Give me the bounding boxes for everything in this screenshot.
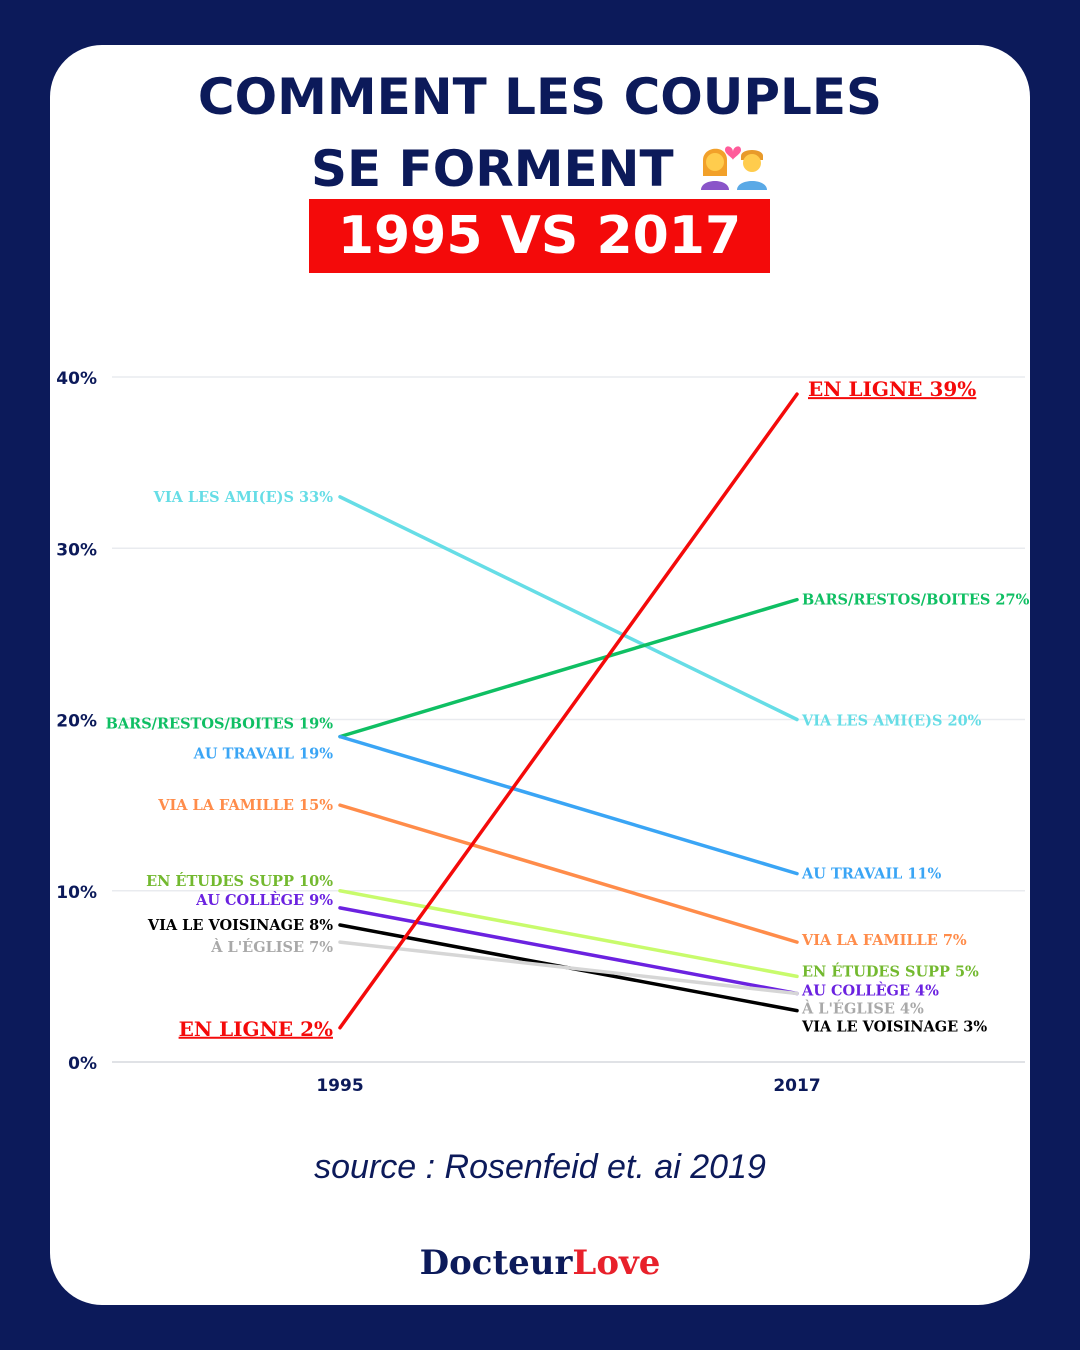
series-line-en-etudes-supp — [338, 889, 799, 979]
series-line-via-la-famille — [338, 803, 799, 944]
data-label-1995-via-le-voisinage: VIA LE VOISINAGE 8% — [147, 917, 333, 934]
source-note: source : Rosenfeid et. ai 2019 — [314, 1148, 766, 1186]
brand-logo: DocteurLove — [0, 1243, 1080, 1283]
data-label-1995-bars-restos-boites: BARS/RESTOS/BOITES 19% — [106, 716, 334, 733]
data-label-1995-au-travail: AU TRAVAIL 19% — [193, 746, 334, 763]
brand-part-1: Docteur — [419, 1243, 573, 1283]
x-tick-label: 2017 — [773, 1076, 820, 1096]
couple-with-heart-emoji — [701, 146, 768, 190]
series-line-bars-restos-boites — [338, 597, 799, 739]
data-label-2017-bars-restos-boites: BARS/RESTOS/BOITES 27% — [802, 592, 1030, 609]
data-label-1995-en-etudes-supp: EN ÉTUDES SUPP 10% — [146, 872, 333, 890]
y-tick-label: 10% — [56, 883, 97, 903]
x-tick-label: 1995 — [316, 1076, 363, 1096]
data-label-1995-en-ligne: EN LIGNE 2% — [179, 1017, 333, 1041]
y-tick-label: 30% — [56, 540, 97, 560]
data-label-2017-via-la-famille: VIA LA FAMILLE 7% — [801, 932, 967, 949]
brand-part-2: Love — [572, 1243, 661, 1283]
y-tick-label: 0% — [68, 1054, 97, 1074]
series-line-en-ligne — [338, 392, 799, 1030]
data-label-1995-via-la-famille: VIA LA FAMILLE 15% — [157, 797, 333, 814]
data-label-2017-en-etudes-supp: EN ÉTUDES SUPP 5% — [802, 962, 979, 980]
title-line-2-wrap: SE FORMENT — [0, 138, 1080, 198]
data-label-2017-en-ligne: EN LIGNE 39% — [808, 377, 976, 401]
years-badge: 1995 VS 2017 — [309, 199, 770, 273]
data-label-2017-via-le-voisinage: VIA LE VOISINAGE 3% — [801, 1019, 987, 1036]
series-line-via-les-ami-e-s — [338, 495, 799, 722]
data-label-1995-a-l-eglise: À L'ÉGLISE 7% — [210, 938, 333, 956]
y-tick-label: 20% — [56, 712, 97, 732]
y-tick-label: 40% — [56, 369, 97, 389]
data-label-2017-a-l-eglise: À L'ÉGLISE 4% — [801, 1000, 924, 1018]
title-line-2: SE FORMENT — [310, 140, 674, 198]
data-label-2017-via-les-ami-e-s: VIA LES AMI(E)S 20% — [801, 713, 982, 730]
series-line-au-travail — [338, 734, 799, 876]
data-label-1995-au-college: AU COLLÈGE 9% — [195, 891, 333, 909]
series-line-a-l-eglise — [338, 940, 799, 996]
title-line-1: COMMENT LES COUPLES — [197, 68, 883, 126]
data-label-1995-via-les-ami-e-s: VIA LES AMI(E)S 33% — [153, 489, 334, 506]
data-label-2017-au-travail: AU TRAVAIL 11% — [801, 866, 942, 883]
data-label-2017-au-college: AU COLLÈGE 4% — [801, 982, 939, 1000]
